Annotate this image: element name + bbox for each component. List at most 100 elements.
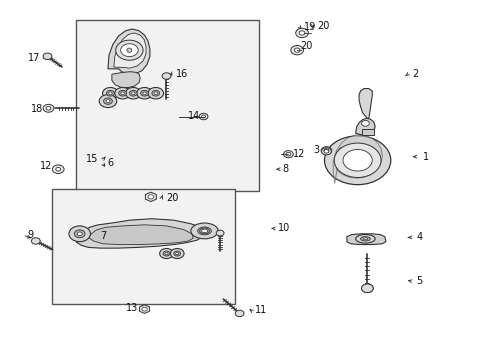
Circle shape bbox=[294, 48, 300, 52]
Polygon shape bbox=[89, 225, 193, 244]
Text: 5: 5 bbox=[415, 276, 422, 286]
Circle shape bbox=[361, 284, 372, 293]
Circle shape bbox=[46, 107, 51, 110]
Text: 4: 4 bbox=[415, 232, 422, 242]
Text: 19: 19 bbox=[304, 22, 316, 32]
Polygon shape bbox=[114, 33, 146, 68]
Ellipse shape bbox=[175, 252, 179, 255]
Circle shape bbox=[31, 238, 40, 244]
Ellipse shape bbox=[363, 238, 367, 240]
Bar bbox=[76, 21, 259, 191]
Ellipse shape bbox=[119, 90, 126, 96]
Text: 17: 17 bbox=[28, 53, 41, 63]
Ellipse shape bbox=[154, 92, 157, 95]
Ellipse shape bbox=[103, 98, 112, 104]
Circle shape bbox=[321, 147, 331, 154]
Circle shape bbox=[43, 53, 52, 59]
Ellipse shape bbox=[129, 90, 137, 96]
Polygon shape bbox=[76, 219, 204, 248]
Ellipse shape bbox=[121, 92, 124, 95]
Ellipse shape bbox=[163, 251, 169, 256]
Circle shape bbox=[43, 104, 54, 112]
Text: 6: 6 bbox=[107, 158, 113, 168]
Ellipse shape bbox=[360, 237, 369, 241]
Circle shape bbox=[342, 149, 371, 171]
Text: 12: 12 bbox=[293, 149, 305, 159]
Circle shape bbox=[216, 230, 224, 236]
Ellipse shape bbox=[148, 87, 163, 99]
Ellipse shape bbox=[152, 90, 159, 96]
Circle shape bbox=[162, 73, 170, 79]
Ellipse shape bbox=[164, 252, 168, 255]
Text: 20: 20 bbox=[166, 193, 179, 203]
Text: 13: 13 bbox=[126, 303, 138, 314]
Circle shape bbox=[148, 195, 153, 199]
Ellipse shape bbox=[115, 87, 130, 99]
Circle shape bbox=[361, 284, 372, 293]
Polygon shape bbox=[346, 234, 385, 244]
Ellipse shape bbox=[170, 248, 183, 258]
Ellipse shape bbox=[77, 232, 82, 235]
Circle shape bbox=[283, 150, 293, 158]
Circle shape bbox=[199, 113, 207, 120]
Text: 15: 15 bbox=[86, 154, 98, 164]
Ellipse shape bbox=[355, 234, 374, 243]
Circle shape bbox=[321, 148, 330, 155]
Ellipse shape bbox=[159, 248, 173, 258]
Ellipse shape bbox=[197, 227, 211, 235]
Circle shape bbox=[116, 40, 143, 60]
Circle shape bbox=[121, 44, 138, 57]
Ellipse shape bbox=[106, 100, 110, 103]
Circle shape bbox=[299, 31, 305, 35]
Text: 1: 1 bbox=[422, 152, 427, 162]
Circle shape bbox=[235, 310, 244, 317]
Ellipse shape bbox=[69, 226, 90, 242]
Circle shape bbox=[324, 136, 390, 185]
Text: 12: 12 bbox=[40, 161, 52, 171]
Polygon shape bbox=[355, 118, 374, 135]
Circle shape bbox=[290, 45, 303, 55]
Bar bbox=[52, 189, 234, 304]
Circle shape bbox=[285, 152, 290, 156]
Polygon shape bbox=[145, 192, 156, 202]
Text: 11: 11 bbox=[255, 305, 267, 315]
Ellipse shape bbox=[142, 92, 146, 95]
Polygon shape bbox=[358, 89, 371, 118]
Text: 20: 20 bbox=[300, 41, 312, 51]
Text: 18: 18 bbox=[31, 104, 43, 114]
Text: 16: 16 bbox=[176, 69, 188, 79]
Circle shape bbox=[324, 149, 328, 152]
Circle shape bbox=[142, 307, 147, 311]
Polygon shape bbox=[108, 29, 150, 74]
Polygon shape bbox=[112, 72, 140, 87]
Ellipse shape bbox=[141, 90, 148, 96]
Text: 14: 14 bbox=[188, 111, 200, 121]
Polygon shape bbox=[332, 135, 382, 184]
Ellipse shape bbox=[74, 230, 85, 238]
Circle shape bbox=[56, 167, 61, 171]
Circle shape bbox=[52, 165, 64, 174]
Text: 2: 2 bbox=[412, 69, 418, 79]
Circle shape bbox=[333, 143, 380, 177]
Ellipse shape bbox=[99, 95, 117, 108]
Ellipse shape bbox=[127, 48, 132, 52]
Text: 20: 20 bbox=[317, 21, 329, 31]
Text: 9: 9 bbox=[27, 230, 34, 240]
Ellipse shape bbox=[102, 87, 118, 99]
Ellipse shape bbox=[199, 228, 209, 234]
Ellipse shape bbox=[108, 92, 112, 95]
Ellipse shape bbox=[173, 251, 180, 256]
Ellipse shape bbox=[201, 229, 207, 233]
Ellipse shape bbox=[137, 87, 152, 99]
Ellipse shape bbox=[125, 87, 141, 99]
Ellipse shape bbox=[131, 92, 135, 95]
Polygon shape bbox=[139, 305, 149, 314]
Text: 10: 10 bbox=[277, 224, 289, 233]
Text: 8: 8 bbox=[282, 164, 288, 174]
Ellipse shape bbox=[190, 223, 218, 239]
Text: 3: 3 bbox=[312, 144, 319, 154]
Circle shape bbox=[295, 28, 308, 38]
Text: 7: 7 bbox=[101, 231, 107, 240]
Bar bbox=[361, 129, 373, 135]
Circle shape bbox=[324, 149, 328, 153]
